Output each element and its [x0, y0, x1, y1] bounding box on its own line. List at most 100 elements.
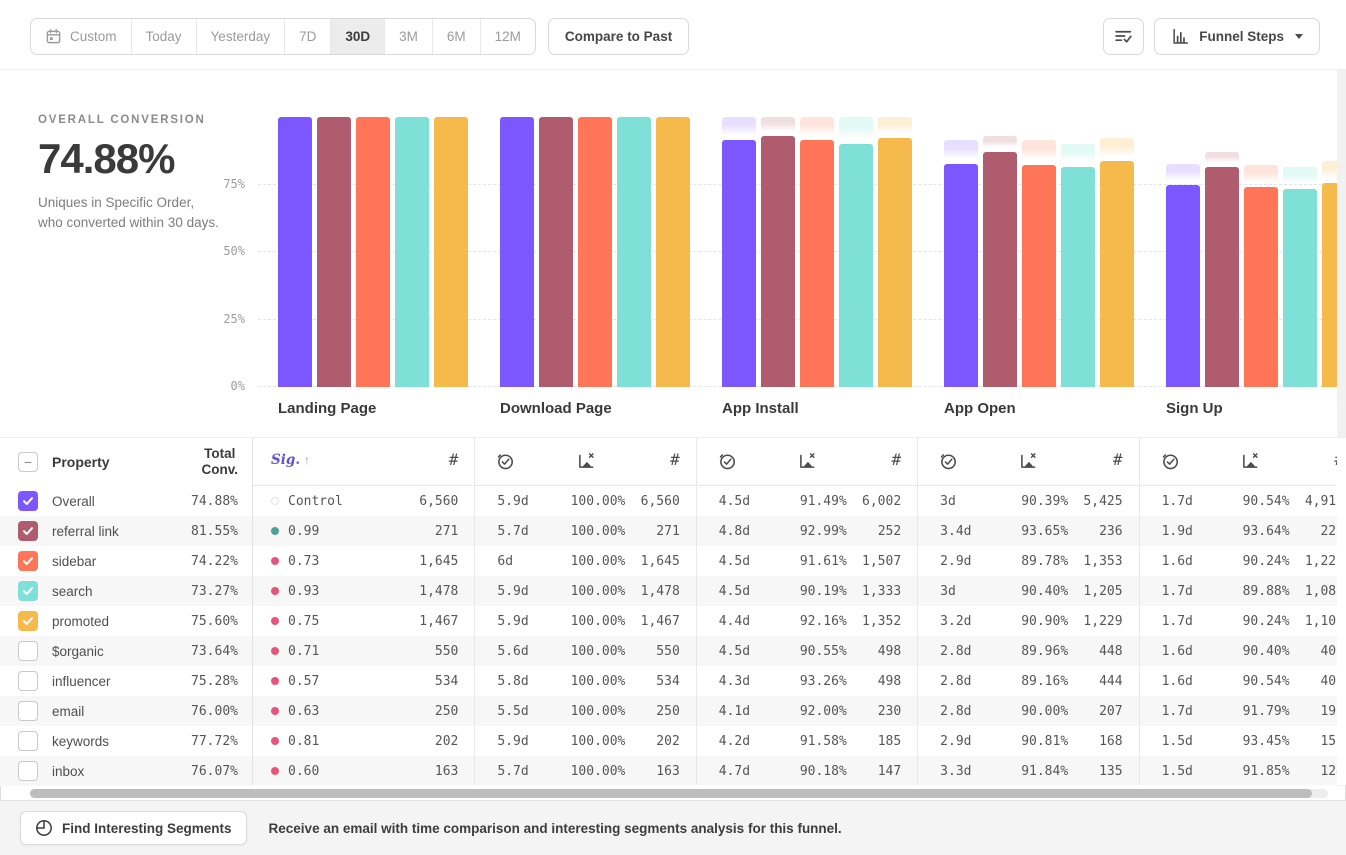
row-checkbox-keywords[interactable] — [18, 731, 38, 751]
step-count-value: 185 — [877, 733, 902, 749]
row-checkbox-email[interactable] — [18, 701, 38, 721]
bar-sidebar-app-install[interactable] — [800, 139, 834, 387]
bar-sidebar-app-open[interactable] — [1022, 164, 1056, 387]
table-scroll-row-email: 0.63 250 5.5d 100.00% 250 4.1d 92.00% 230 2.8d 90… — [253, 696, 1337, 726]
bar-promoted-app-install[interactable] — [878, 138, 912, 387]
step-2-cell: 5.8d 100.00% 534 — [474, 666, 695, 696]
conversion-rate-value: 93.26% — [799, 673, 847, 689]
range-today[interactable]: Today — [132, 19, 197, 54]
bar-promoted-landing-page[interactable] — [434, 117, 468, 387]
y-axis-tick-50%: 50% — [223, 244, 245, 258]
sig-value: 0.73 — [288, 553, 320, 569]
row-checkbox--organic[interactable] — [18, 641, 38, 661]
time-to-convert-value: 5.9d — [497, 583, 529, 599]
sig-dot — [271, 767, 279, 775]
count-header-step-3: # — [891, 450, 902, 469]
table-scroll-area[interactable]: Sig.↑ # # # # # Control 6,560 5.9d 100.00% 6,560 4… — [253, 438, 1337, 785]
time-to-convert-value: 1.6d — [1161, 673, 1193, 689]
date-range-control: Custom Today Yesterday 7D 30D 3M 6M 12M — [30, 18, 536, 55]
range-6m[interactable]: 6M — [433, 19, 481, 54]
step-4-cell: 3.4d 93.65% 236 — [917, 516, 1138, 546]
bar-search-download-page[interactable] — [617, 117, 651, 387]
bar-sidebar-sign-up[interactable] — [1244, 186, 1278, 387]
table-row-sidebar[interactable]: sidebar 74.22% — [0, 546, 252, 576]
step-3-cell: 4.5d 90.55% 498 — [695, 636, 917, 666]
table-row-overall[interactable]: Overall 74.88% — [0, 486, 252, 516]
step-4-cell: 3d 90.40% 1,205 — [917, 576, 1138, 606]
list-options-button[interactable] — [1103, 18, 1145, 55]
bar-sidebar-landing-page[interactable] — [356, 117, 390, 387]
bar-referral-link-landing-page[interactable] — [317, 117, 351, 387]
sig-value: 0.75 — [288, 613, 320, 629]
bar-overall-download-page[interactable] — [500, 117, 534, 387]
table-row-promoted[interactable]: promoted 75.60% — [0, 606, 252, 636]
total-conv-value: 77.72% — [191, 733, 238, 749]
bar-overall-app-install[interactable] — [722, 139, 756, 387]
table-scroll-row--organic: 0.71 550 5.6d 100.00% 550 4.5d 90.55% 498 2.8d 89… — [253, 636, 1337, 666]
bar-sidebar-download-page[interactable] — [578, 117, 612, 387]
property-label: $organic — [52, 643, 104, 659]
row-checkbox-inbox[interactable] — [18, 761, 38, 781]
range-7d[interactable]: 7D — [285, 19, 332, 54]
playlist-check-icon — [1114, 27, 1133, 46]
step-3-cell: 4.5d 91.49% 6,002 — [695, 486, 917, 516]
time-to-convert-value: 5.9d — [497, 493, 529, 509]
row-checkbox-overall[interactable] — [18, 491, 38, 511]
table-row-referral-link[interactable]: referral link 81.55% — [0, 516, 252, 546]
bar-overall-landing-page[interactable] — [278, 117, 312, 387]
range-30d[interactable]: 30D — [331, 19, 386, 54]
horizontal-scrollbar-thumb[interactable] — [30, 789, 1312, 798]
table-row--organic[interactable]: $organic 73.64% — [0, 636, 252, 666]
bar-promoted-sign-up[interactable] — [1322, 182, 1337, 387]
row-checkbox-sidebar[interactable] — [18, 551, 38, 571]
sig-dot — [271, 707, 279, 715]
range-12m[interactable]: 12M — [494, 29, 521, 44]
bar-promoted-app-open[interactable] — [1100, 160, 1134, 387]
row-checkbox-influencer[interactable] — [18, 671, 38, 691]
row-checkbox-referral-link[interactable] — [18, 521, 38, 541]
bar-promoted-download-page[interactable] — [656, 117, 690, 387]
time-to-convert-value: 4.7d — [718, 763, 751, 779]
bar-search-sign-up[interactable] — [1283, 189, 1317, 387]
step-count-value: 405 — [1320, 643, 1337, 659]
total-conv-value: 74.22% — [191, 553, 238, 569]
conversion-rate-value: 91.79% — [1242, 703, 1290, 719]
select-all-checkbox[interactable]: − — [18, 452, 38, 472]
table-row-keywords[interactable]: keywords 77.72% — [0, 726, 252, 756]
conversion-rate-value: 100.00% — [570, 703, 626, 719]
bar-search-app-install[interactable] — [839, 143, 873, 387]
sig-sort-header[interactable]: Sig. ↑ — [271, 452, 310, 468]
range-yesterday[interactable]: Yesterday — [197, 19, 286, 54]
bar-referral-link-download-page[interactable] — [539, 117, 573, 387]
bar-referral-link-sign-up[interactable] — [1205, 166, 1239, 387]
bar-overall-app-open[interactable] — [944, 163, 978, 387]
bar-dropoff-cap-referral-link-sign-up — [1205, 151, 1239, 163]
time-to-convert-value: 5.8d — [497, 673, 529, 689]
bar-search-landing-page[interactable] — [395, 117, 429, 387]
table-scroll-row-search: 0.93 1,478 5.9d 100.00% 1,478 4.5d 90.19% 1,333… — [253, 576, 1337, 606]
time-to-convert-value: 4.1d — [718, 703, 751, 719]
range-3m[interactable]: 3M — [385, 19, 433, 54]
row-checkbox-search[interactable] — [18, 581, 38, 601]
find-interesting-segments-button[interactable]: Find Interesting Segments — [20, 811, 247, 845]
row-checkbox-promoted[interactable] — [18, 611, 38, 631]
time-to-convert-value: 2.8d — [940, 643, 972, 659]
conversion-rate-value: 93.45% — [1242, 733, 1290, 749]
conversion-rate-value: 90.54% — [1242, 673, 1290, 689]
table-row-influencer[interactable]: influencer 75.28% — [0, 666, 252, 696]
chart-type-dropdown[interactable]: Funnel Steps — [1154, 18, 1320, 55]
sig-dot — [271, 617, 279, 625]
table-left-header: − Property Total Conv. — [0, 438, 252, 486]
range-custom[interactable]: Custom — [31, 19, 132, 54]
bar-referral-link-app-open[interactable] — [983, 151, 1017, 387]
bar-search-app-open[interactable] — [1061, 166, 1095, 387]
bar-overall-sign-up[interactable] — [1166, 184, 1200, 387]
horizontal-scrollbar-track[interactable] — [30, 789, 1328, 798]
table-row-email[interactable]: email 76.00% — [0, 696, 252, 726]
header-group-step-2: # — [474, 438, 695, 485]
table-row-search[interactable]: search 73.27% — [0, 576, 252, 606]
vertical-scrollbar-gutter[interactable] — [1337, 70, 1346, 786]
compare-to-past-button[interactable]: Compare to Past — [547, 18, 690, 55]
bar-referral-link-app-install[interactable] — [761, 135, 795, 387]
table-row-inbox[interactable]: inbox 76.07% — [0, 756, 252, 786]
